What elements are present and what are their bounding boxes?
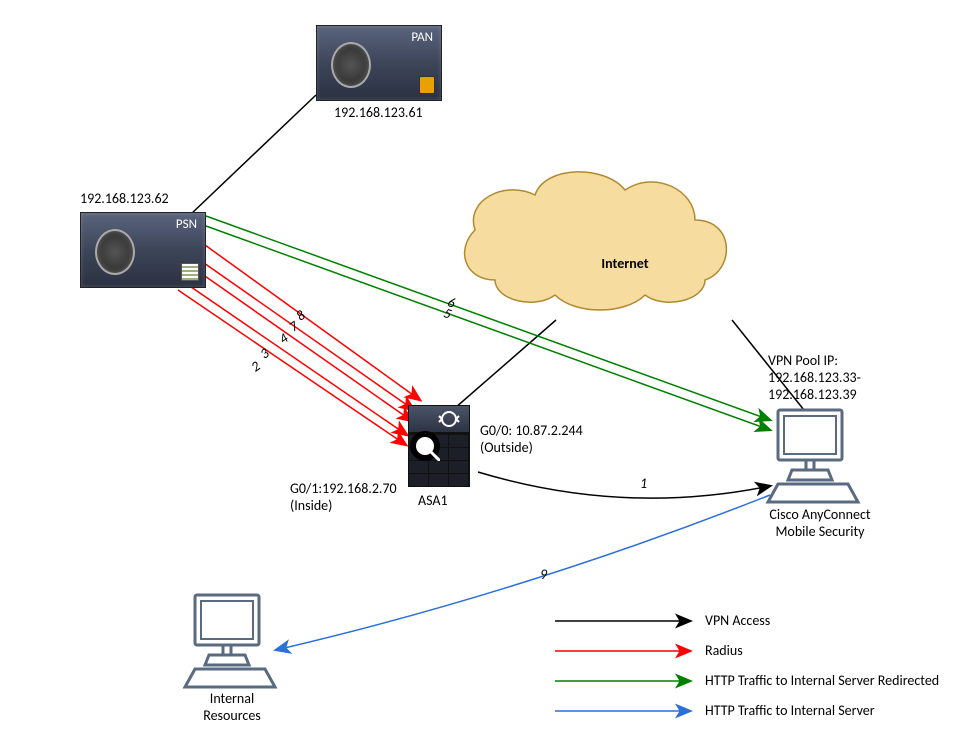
asa-g01-sub: (Inside) [290,497,332,514]
internal-label: Internal Resources [203,690,261,724]
client-vpn-pool: VPN Pool IP: 192.168.123.33- 192.168.123… [768,352,861,403]
fingerprint-icon [331,42,371,88]
edge-num-9: 9 [540,566,547,583]
psn-server: PSN [80,212,206,288]
psn-label: PSN [176,217,197,232]
pan-label: PAN [411,30,433,45]
internet-label: Internet [601,255,648,272]
legend-3: HTTP Traffic to Internal Server [705,702,875,719]
vpn-pool-r2: 192.168.123.39 [768,386,857,403]
lens-icon [410,431,440,461]
badge-icon [419,76,435,94]
pan-server: PAN [316,25,442,101]
psn-ip: 192.168.123.62 [80,190,169,207]
vpn-pool-title: VPN Pool IP: [768,352,838,369]
asa-g00-text: G0/0: 10.87.2.244 [480,422,583,439]
asa-g00-sub: (Outside) [480,439,533,456]
asa-g01-text: G0/1:192.168.2.70 [290,480,397,497]
edge-num-1: 1 [640,475,647,492]
internal-label-2: Resources [203,707,261,724]
asa-g00: G0/0: 10.87.2.244 (Outside) [480,422,583,456]
vpn-pool-r1: 192.168.123.33- [768,369,861,386]
client-label: Cisco AnyConnect Mobile Security [769,506,870,540]
stripes-icon [181,263,199,281]
asa-firewall [408,405,468,483]
internal-label-1: Internal [210,690,254,707]
legend-0: VPN Access [705,612,770,629]
client-label-2: Mobile Security [775,523,864,540]
asa-g01: G0/1:192.168.2.70 (Inside) [290,480,397,514]
fingerprint-icon [95,229,135,275]
pan-ip: 192.168.123.61 [334,104,423,121]
asa-label: ASA1 [418,492,448,509]
legend-1: Radius [705,642,743,659]
legend-2: HTTP Traffic to Internal Server Redirect… [705,672,939,689]
client-label-1: Cisco AnyConnect [769,506,870,523]
